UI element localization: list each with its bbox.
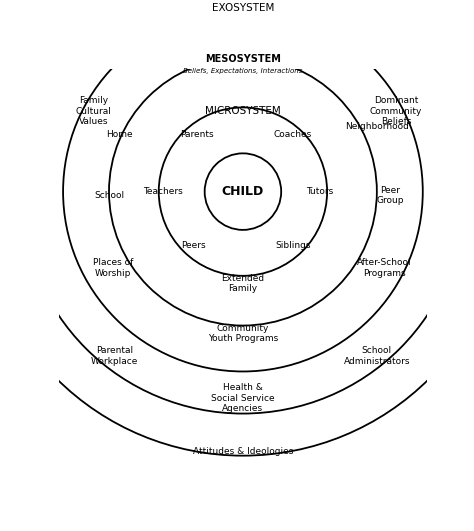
Text: Peers: Peers — [181, 241, 206, 250]
Text: Parents: Parents — [180, 130, 214, 139]
Text: Tutors: Tutors — [306, 187, 333, 196]
Text: Family
Cultural
Values: Family Cultural Values — [76, 96, 111, 126]
Text: Extended
Family: Extended Family — [221, 274, 264, 293]
Text: Home: Home — [106, 130, 132, 139]
Text: School
Administrators: School Administrators — [344, 346, 410, 366]
Text: After-School
Programs: After-School Programs — [357, 259, 412, 278]
Text: MESOSYSTEM: MESOSYSTEM — [205, 54, 281, 64]
Text: Coaches: Coaches — [273, 130, 312, 139]
Text: School: School — [94, 191, 124, 200]
Text: Siblings: Siblings — [275, 241, 310, 250]
Text: Neighborhood: Neighborhood — [345, 122, 409, 131]
Text: Attitudes & Ideologies: Attitudes & Ideologies — [193, 447, 293, 456]
Text: CHILD: CHILD — [222, 185, 264, 198]
Text: Dominant
Community
Beliefs: Dominant Community Beliefs — [370, 96, 422, 126]
Text: Parental
Workplace: Parental Workplace — [91, 346, 138, 366]
Text: Health &
Social Service
Agencies: Health & Social Service Agencies — [211, 383, 275, 413]
Text: Peer
Group: Peer Group — [376, 186, 404, 205]
Text: Places of
Worship: Places of Worship — [92, 259, 133, 278]
Text: Teachers: Teachers — [143, 187, 182, 196]
Text: Beliefs, Expectations, Interactions: Beliefs, Expectations, Interactions — [183, 67, 302, 74]
Text: Community
Youth Programs: Community Youth Programs — [208, 323, 278, 343]
Text: MICROSYSTEM: MICROSYSTEM — [205, 106, 281, 116]
Text: EXOSYSTEM: EXOSYSTEM — [212, 3, 274, 13]
